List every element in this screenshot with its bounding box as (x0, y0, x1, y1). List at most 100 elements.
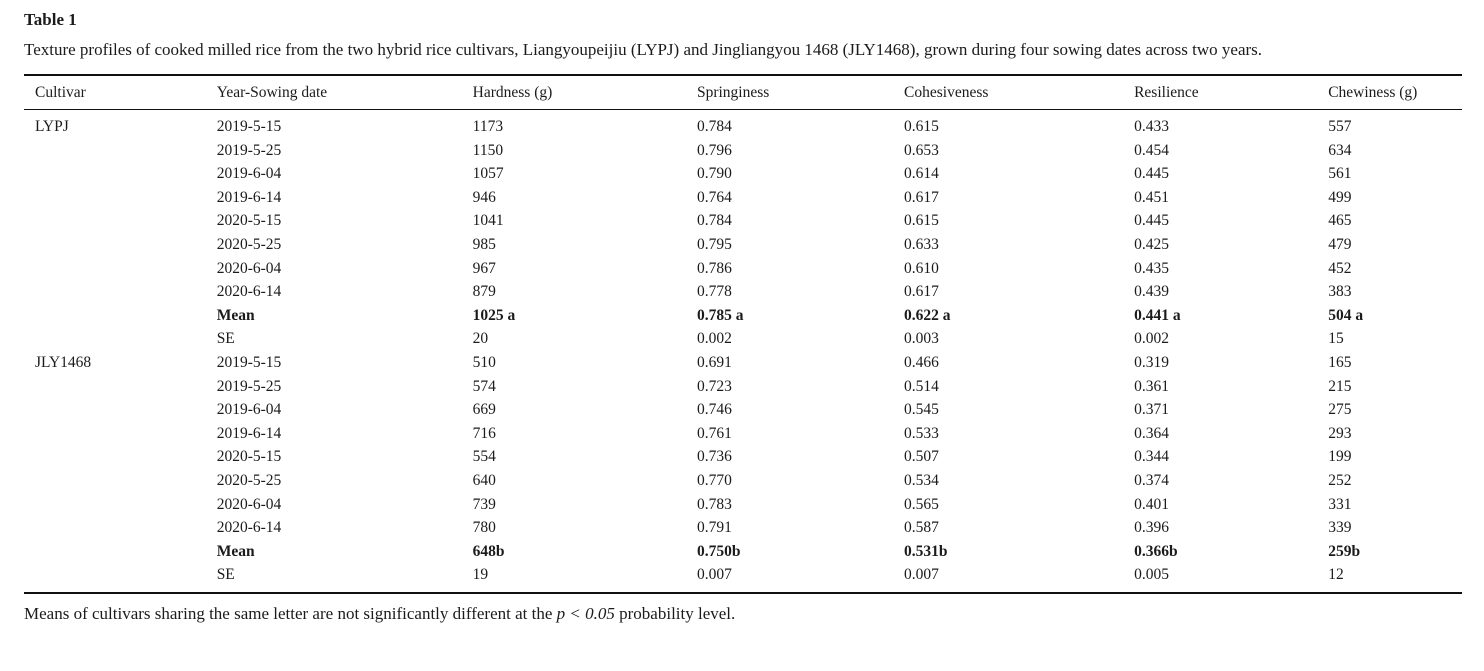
cell-sowing-date: 2019-6-04 (216, 165, 282, 183)
cell-cohesiveness: 0.003 (904, 330, 939, 348)
cell-cultivar (24, 257, 217, 281)
cell-cultivar: LYPJ (35, 118, 69, 135)
cell-resilience: 0.441 a (1134, 306, 1181, 324)
cell-resilience: 0.344 (1134, 448, 1169, 466)
footnote-text-suffix: probability level. (614, 603, 736, 623)
table-row: 2019-6-04 669 0.746 0.545 0.371 275 (24, 398, 1462, 422)
cell-springiness: 0.795 (696, 235, 732, 253)
cell-cultivar (24, 186, 217, 210)
cell-cohesiveness: 0.615 (904, 212, 939, 230)
column-header-resilience: Resilience (1134, 75, 1329, 110)
cell-springiness: 0.746 (696, 401, 732, 419)
table-row: 2020-6-14 780 0.791 0.587 0.396 339 (24, 516, 1462, 540)
table-footnote: Means of cultivars sharing the same lett… (24, 601, 1462, 627)
cell-resilience: 0.433 (1134, 118, 1169, 135)
table-row: 2020-5-15 554 0.736 0.507 0.344 199 (24, 445, 1462, 469)
table-row: 2020-6-04 967 0.786 0.610 0.435 452 (24, 257, 1462, 281)
cell-hardness: 1173 (472, 118, 504, 135)
cell-chewiness: 331 (1328, 495, 1352, 513)
cell-sowing-date: 2019-5-25 (216, 377, 282, 395)
cell-resilience: 0.366b (1134, 542, 1178, 560)
cell-hardness: 1150 (472, 141, 504, 159)
table-row: 2019-6-14 716 0.761 0.533 0.364 293 (24, 422, 1462, 446)
cell-hardness: 574 (472, 377, 496, 395)
cell-hardness: 510 (472, 353, 496, 371)
cell-resilience: 0.445 (1134, 165, 1169, 183)
cell-chewiness: 561 (1328, 165, 1352, 183)
cell-sowing-date: SE (216, 330, 235, 348)
table-row: 2019-5-25 574 0.723 0.514 0.361 215 (24, 375, 1462, 399)
cell-cohesiveness: 0.653 (904, 141, 939, 159)
cell-hardness: 739 (472, 495, 496, 513)
cell-cohesiveness: 0.534 (904, 471, 939, 489)
cell-cultivar (24, 516, 217, 540)
cell-cultivar (24, 493, 217, 517)
cell-chewiness: 293 (1328, 424, 1352, 442)
cell-chewiness: 259b (1328, 542, 1361, 560)
cell-resilience: 0.002 (1134, 330, 1169, 348)
cell-resilience: 0.439 (1134, 283, 1169, 301)
table-row: 2019-6-04 1057 0.790 0.614 0.445 561 (24, 162, 1462, 186)
cell-cohesiveness: 0.466 (904, 353, 939, 371)
column-header-cultivar: Cultivar (24, 75, 217, 110)
cell-springiness: 0.783 (696, 495, 732, 513)
table-row: SE 19 0.007 0.007 0.005 12 (24, 563, 1462, 593)
cell-chewiness: 479 (1328, 235, 1352, 253)
cell-sowing-date: SE (216, 566, 235, 584)
cell-springiness: 0.691 (696, 353, 732, 371)
cell-hardness: 20 (472, 330, 489, 348)
cell-hardness: 648b (472, 542, 505, 560)
cell-chewiness: 634 (1328, 141, 1352, 159)
cell-hardness: 1041 (472, 212, 504, 230)
cell-cultivar (24, 233, 217, 257)
cell-resilience: 0.396 (1134, 519, 1169, 537)
cell-cohesiveness: 0.617 (904, 188, 939, 206)
cell-hardness: 640 (472, 471, 496, 489)
cell-cultivar (24, 162, 217, 186)
cell-cultivar (24, 304, 217, 328)
cell-hardness: 554 (472, 448, 496, 466)
cell-cultivar (24, 280, 217, 304)
cell-springiness: 0.002 (696, 330, 732, 348)
cell-cohesiveness: 0.614 (904, 165, 939, 183)
cell-chewiness: 339 (1328, 519, 1352, 537)
cell-sowing-date: 2020-6-04 (216, 259, 282, 277)
table-row: 2020-5-25 985 0.795 0.633 0.425 479 (24, 233, 1462, 257)
cell-cohesiveness: 0.007 (904, 566, 939, 584)
cell-resilience: 0.319 (1134, 353, 1169, 371)
table-row: 2020-5-25 640 0.770 0.534 0.374 252 (24, 469, 1462, 493)
cell-cohesiveness: 0.533 (904, 424, 939, 442)
column-header-hardness: Hardness (g) (472, 75, 697, 110)
cell-hardness: 1057 (472, 165, 504, 183)
cell-hardness: 879 (472, 283, 496, 301)
cell-cultivar (24, 209, 217, 233)
table-row: Mean 648b 0.750b 0.531b 0.366b 259b (24, 540, 1462, 564)
table-caption: Texture profiles of cooked milled rice f… (24, 40, 1263, 59)
cell-springiness: 0.786 (696, 259, 732, 277)
cell-cohesiveness: 0.565 (904, 495, 939, 513)
cell-cohesiveness: 0.545 (904, 401, 939, 419)
footnote-p-value: p < 0.05 (556, 603, 615, 623)
cell-springiness: 0.785 a (696, 306, 744, 324)
header-row: Cultivar Year-Sowing date Hardness (g) S… (24, 75, 1462, 110)
cell-resilience: 0.361 (1134, 377, 1169, 395)
cell-chewiness: 252 (1328, 471, 1352, 489)
cell-chewiness: 165 (1328, 353, 1352, 371)
cell-sowing-date: 2020-5-15 (216, 212, 282, 230)
cell-cohesiveness: 0.587 (904, 519, 939, 537)
cell-chewiness: 499 (1328, 188, 1352, 206)
cell-chewiness: 465 (1328, 212, 1352, 230)
cell-hardness: 967 (472, 259, 496, 277)
cell-resilience: 0.454 (1134, 141, 1169, 159)
cell-resilience: 0.005 (1134, 566, 1169, 584)
cell-chewiness: 452 (1328, 259, 1352, 277)
table-row: Mean 1025 a 0.785 a 0.622 a 0.441 a 504 a (24, 304, 1462, 328)
column-header-sowing-date: Year-Sowing date (216, 75, 473, 110)
cell-hardness: 1025 a (472, 306, 516, 324)
cell-springiness: 0.736 (696, 448, 732, 466)
cell-resilience: 0.451 (1134, 188, 1169, 206)
cell-resilience: 0.435 (1134, 259, 1169, 277)
cell-resilience: 0.374 (1134, 471, 1169, 489)
cell-cohesiveness: 0.633 (904, 235, 939, 253)
cell-hardness: 19 (472, 566, 489, 584)
